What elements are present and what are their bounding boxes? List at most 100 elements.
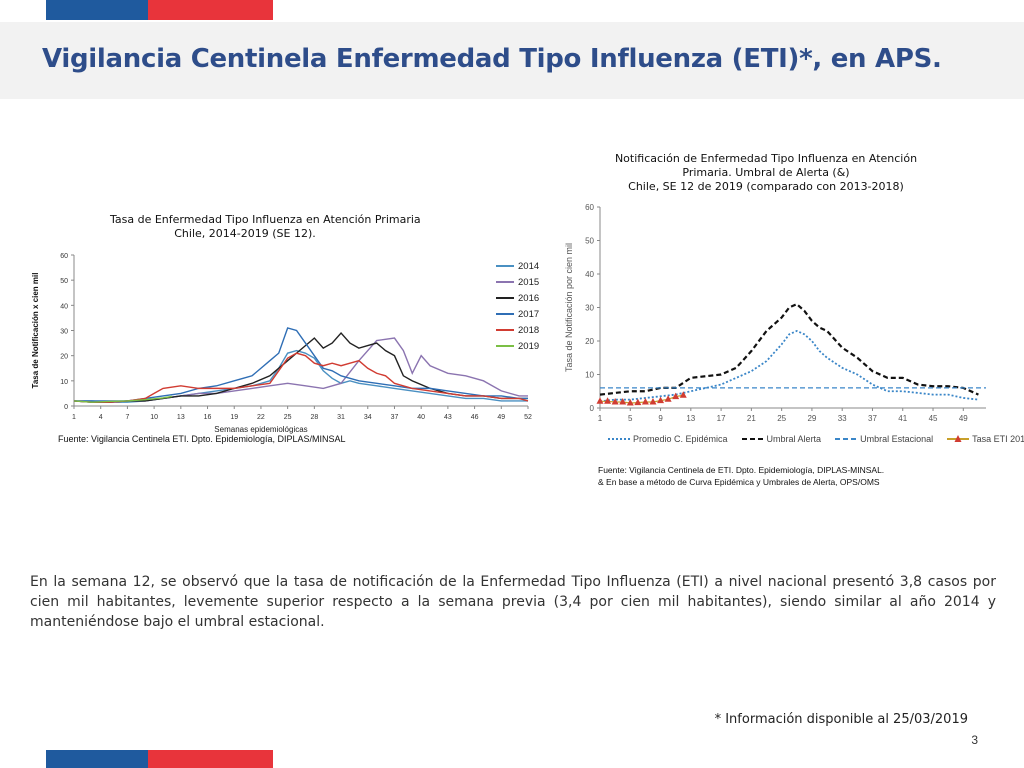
data-point <box>657 396 665 404</box>
y-tick-label: 50 <box>585 237 594 246</box>
y-tick-label: 0 <box>64 404 68 411</box>
series-line-umbral-alerta <box>599 302 979 396</box>
x-tick-label: 5 <box>628 414 633 423</box>
series-line-promedio-c-epid-mica <box>599 329 979 403</box>
legend-label: Promedio C. Epidémica <box>633 434 728 444</box>
legend-label: 2018 <box>518 324 540 336</box>
x-tick-label: 1 <box>598 414 603 423</box>
summary-paragraph: En la semana 12, se observó que la tasa … <box>30 574 996 630</box>
chart1-source: Fuente: Vigilancia Centinela ETI. Dpto. … <box>58 434 346 444</box>
legend-swatch <box>608 438 630 440</box>
chart2-title-line3: Chile, SE 12 de 2019 (comparado con 2013… <box>628 180 904 193</box>
legend-swatch <box>496 345 514 347</box>
y-tick-label: 30 <box>60 329 68 336</box>
legend-swatch <box>947 435 970 442</box>
y-tick-label: 60 <box>60 253 68 260</box>
y-tick-label: 20 <box>585 337 594 346</box>
flag-bar-blue-bottom <box>46 750 148 768</box>
x-tick-label: 41 <box>898 414 907 423</box>
y-tick-label: 20 <box>60 354 68 361</box>
legend-label: 2017 <box>518 308 540 320</box>
data-point <box>596 397 604 404</box>
data-point <box>641 397 649 405</box>
x-tick-label: 37 <box>868 414 877 423</box>
data-point <box>634 398 642 406</box>
chart2-plot: 0 10 20 30 40 50 60 1 5 9 13 17 21 25 29 33 37 41 45 49 Tasa… <box>564 203 986 423</box>
x-tick-label: 34 <box>364 414 372 421</box>
x-tick-label: 49 <box>497 414 505 421</box>
chart1-title: Tasa de Enfermedad Tipo Influenza en Ate… <box>110 213 421 241</box>
x-tick-label: 49 <box>959 414 968 423</box>
legend-label: Tasa ETI 2019 <box>972 434 1024 444</box>
page-number: 3 <box>971 733 978 747</box>
series-line-2018 <box>73 352 529 403</box>
y-tick-label: 0 <box>590 404 595 413</box>
chart2-legend: Promedio C. Epidémica Umbral Alerta Umbral… <box>608 434 1024 444</box>
legend-label: 2016 <box>518 292 540 304</box>
data-point <box>626 398 634 406</box>
x-tick-label: 29 <box>807 414 816 423</box>
x-tick-label: 17 <box>717 414 726 423</box>
y-tick-label: 10 <box>585 371 594 380</box>
x-tick-label: 9 <box>658 414 663 423</box>
chart2-source-line1: Fuente: Vigilancia Centinela de ETI. Dpt… <box>598 465 885 475</box>
flag-bar-red-bottom <box>148 750 273 768</box>
x-tick-label: 16 <box>204 414 212 421</box>
x-tick-label: 10 <box>150 414 158 421</box>
x-tick-label: 7 <box>125 414 129 421</box>
data-point <box>611 397 619 405</box>
legend-swatch <box>496 297 514 299</box>
chart1-legend: 2014 2015 2016 2017 2018 2019 <box>496 258 539 354</box>
footnote: * Información disponible al 25/03/2019 <box>714 712 968 727</box>
x-tick-label: 31 <box>337 414 345 421</box>
x-tick-label: 45 <box>929 414 938 423</box>
x-tick-label: 28 <box>310 414 318 421</box>
chart1-plot: 0 10 20 30 40 50 60 1 4 7 10 13 16 19 22 25 28 31 34 37 40 43… <box>31 253 532 434</box>
title-band <box>0 22 1024 99</box>
legend-swatch <box>496 313 514 315</box>
y-tick-label: 10 <box>60 379 68 386</box>
data-point <box>679 391 687 398</box>
legend-swatch <box>741 438 764 440</box>
legend-item: Promedio C. Epidémica <box>608 434 728 444</box>
series-line-2019 <box>73 395 173 403</box>
chart-eti-rate: Tasa de Enfermedad Tipo Influenza en Ate… <box>30 200 550 450</box>
chart2-source: Fuente: Vigilancia Centinela de ETI. Dpt… <box>598 464 884 488</box>
legend-swatch <box>835 438 858 440</box>
data-point <box>649 397 657 405</box>
legend-item: 2018 <box>496 322 539 338</box>
legend-item: 2017 <box>496 306 539 322</box>
chart2-source-line2: & En base a método de Curva Epidémica y … <box>598 477 880 487</box>
chart2-title-line2: Primaria. Umbral de Alerta (&) <box>682 166 850 179</box>
legend-item: 2015 <box>496 274 539 290</box>
x-tick-label: 40 <box>417 414 425 421</box>
y-tick-label: 60 <box>585 203 594 212</box>
legend-item: Umbral Estacional <box>835 434 933 444</box>
y-axis-label: Tasa de Notificación x cien mil <box>31 273 40 389</box>
chart1-title-line2: Chile, 2014-2019 (SE 12). <box>174 227 316 240</box>
legend-item: Umbral Alerta <box>741 434 822 444</box>
x-tick-label: 4 <box>99 414 103 421</box>
x-tick-label: 25 <box>284 414 292 421</box>
legend-label: Umbral Alerta <box>766 434 822 444</box>
data-point <box>619 397 627 405</box>
chart1-title-line1: Tasa de Enfermedad Tipo Influenza en Ate… <box>110 213 421 226</box>
legend-label: 2019 <box>518 340 540 352</box>
legend-label: 2015 <box>518 276 540 288</box>
flag-bar-red-top <box>148 0 273 20</box>
y-tick-label: 40 <box>60 303 68 310</box>
x-tick-label: 46 <box>471 414 479 421</box>
legend-swatch <box>496 265 514 267</box>
x-tick-label: 43 <box>444 414 452 421</box>
chart2-title: Notificación de Enfermedad Tipo Influenz… <box>586 152 946 194</box>
chart-alert-threshold: Notificación de Enfermedad Tipo Influenz… <box>556 145 1024 495</box>
x-tick-label: 13 <box>177 414 185 421</box>
x-tick-label: 21 <box>747 414 756 423</box>
x-tick-label: 33 <box>838 414 847 423</box>
legend-swatch <box>496 281 514 283</box>
legend-label: 2014 <box>518 260 540 272</box>
y-tick-label: 40 <box>585 270 594 279</box>
legend-label: Umbral Estacional <box>860 434 934 444</box>
series-line-2017 <box>74 327 528 402</box>
x-tick-label: 19 <box>230 414 238 421</box>
